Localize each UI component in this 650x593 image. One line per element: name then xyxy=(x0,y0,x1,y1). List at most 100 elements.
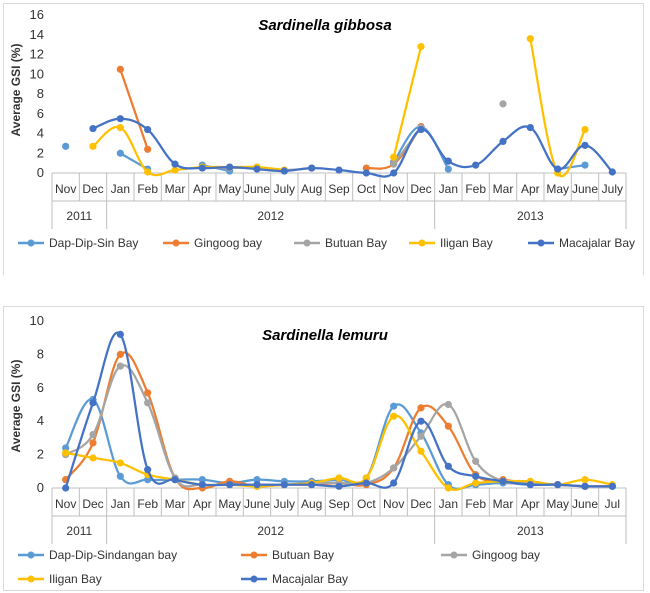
data-point xyxy=(89,124,97,133)
x-tick-label: Nov xyxy=(383,497,404,511)
x-tick-label: Feb xyxy=(465,497,486,511)
data-point xyxy=(198,481,206,489)
y-tick-label: 4 xyxy=(37,413,44,428)
data-point xyxy=(472,472,480,480)
legend-swatch-marker xyxy=(250,575,258,583)
data-point xyxy=(390,412,398,420)
x-tick-label: Dec xyxy=(82,182,103,196)
y-tick-label: 10 xyxy=(30,66,44,81)
series-line xyxy=(392,46,423,158)
legend-label: Dap-Dip-Sindangan bay xyxy=(49,548,177,562)
data-point xyxy=(444,484,452,492)
data-point xyxy=(62,484,70,492)
legend-swatch-marker xyxy=(27,551,35,559)
x-tick-label: Mar xyxy=(493,497,514,511)
data-point xyxy=(253,165,261,173)
x-tick-label: Jan xyxy=(439,182,458,196)
data-point xyxy=(526,123,534,132)
data-point xyxy=(608,482,616,490)
data-point xyxy=(362,164,370,172)
chart-frame xyxy=(3,3,644,275)
data-point xyxy=(280,481,288,489)
x-tick-label: Feb xyxy=(137,497,158,511)
legend-swatch-marker xyxy=(27,239,35,247)
data-point xyxy=(308,164,316,172)
y-tick-label: 2 xyxy=(37,145,44,160)
data-point xyxy=(144,125,152,134)
data-point xyxy=(171,160,179,168)
x-tick-label: May xyxy=(546,182,569,196)
y-tick-label: 6 xyxy=(37,106,44,121)
data-point xyxy=(144,476,152,484)
chart-frame xyxy=(3,306,644,591)
data-point xyxy=(171,166,179,174)
data-point xyxy=(499,477,507,485)
x-tick-label: June xyxy=(244,182,270,196)
year-label: 2013 xyxy=(517,524,544,538)
series-butuan-bay xyxy=(198,100,507,174)
data-point xyxy=(116,472,124,480)
x-tick-label: Feb xyxy=(137,182,158,196)
legend-swatch-marker xyxy=(450,551,458,559)
x-tick-label: June xyxy=(244,497,270,511)
data-point xyxy=(116,115,124,123)
data-point xyxy=(554,481,562,489)
legend-swatch-marker xyxy=(172,239,180,247)
data-point xyxy=(362,474,370,482)
data-point xyxy=(472,479,480,487)
series-line xyxy=(92,117,614,178)
series-line xyxy=(529,38,587,178)
x-tick-label: Oct xyxy=(357,182,376,196)
chart-sardinella-gibbosa: Sardinella gibbosa Average GSI (%) 0 2 4 6 8… xyxy=(3,3,644,275)
x-tick-label: Nov xyxy=(383,182,404,196)
legend-swatch-marker xyxy=(418,239,426,247)
data-point xyxy=(499,137,507,145)
data-point xyxy=(526,481,534,489)
data-point xyxy=(390,479,398,487)
x-tick-label: June xyxy=(572,497,598,511)
legend-label: Gingoog bay xyxy=(194,236,262,250)
data-point xyxy=(144,399,152,407)
x-tick-label: Dec xyxy=(410,497,431,511)
series-iligan-bay xyxy=(89,35,589,178)
data-point xyxy=(444,165,452,173)
y-tick-label: 16 xyxy=(30,7,44,22)
y-tick-label: 8 xyxy=(37,86,44,101)
series-line xyxy=(119,68,149,150)
year-label: 2012 xyxy=(257,209,284,223)
x-tick-label: May xyxy=(218,182,241,196)
legend-label: Butuan Bay xyxy=(325,236,387,250)
data-point xyxy=(472,161,480,169)
x-tick-label: Sep xyxy=(328,182,350,196)
data-point xyxy=(444,400,452,409)
data-point xyxy=(116,149,124,157)
x-tick-label: Sep xyxy=(328,497,350,511)
legend-swatch-marker xyxy=(537,239,545,247)
y-tick-label: 2 xyxy=(37,447,44,462)
data-point xyxy=(581,482,589,490)
y-tick-label: 0 xyxy=(37,480,44,495)
x-tick-label: May xyxy=(218,497,241,511)
data-point xyxy=(608,168,616,176)
data-point xyxy=(62,449,70,457)
data-point xyxy=(116,123,124,132)
legend-label: Butuan Bay xyxy=(272,548,334,562)
year-label: 2011 xyxy=(66,209,92,223)
year-label: 2012 xyxy=(257,524,284,538)
data-point xyxy=(116,362,124,370)
x-tick-label: Jul xyxy=(605,497,620,511)
x-tick-label: Aug xyxy=(301,497,322,511)
data-point xyxy=(62,142,70,150)
x-tick-label: July xyxy=(602,182,623,196)
data-point xyxy=(417,417,425,425)
x-tick-label: Apr xyxy=(521,182,540,196)
data-point xyxy=(390,153,398,161)
x-tick-label: Nov xyxy=(55,497,76,511)
x-tick-label: Oct xyxy=(357,497,376,511)
y-tick-label: 6 xyxy=(37,380,44,395)
series-gingoog-bay xyxy=(116,65,425,172)
y-tick-label: 10 xyxy=(30,313,44,328)
legend-swatch-marker xyxy=(303,239,311,247)
x-tick-label: Aug xyxy=(301,182,322,196)
data-point xyxy=(198,164,206,172)
